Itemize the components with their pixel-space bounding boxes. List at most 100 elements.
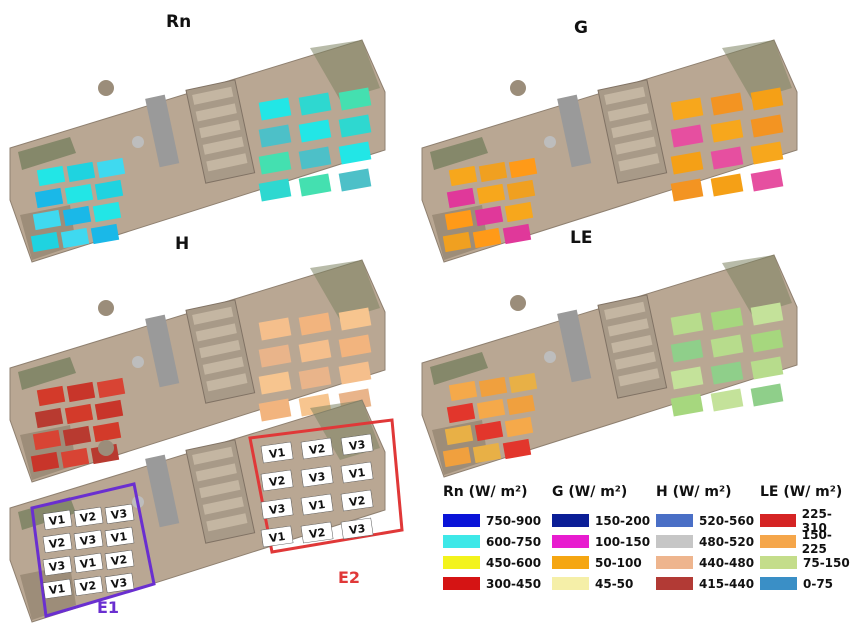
plot-e2 — [300, 437, 334, 460]
legend-swatch — [656, 577, 693, 590]
plot-label: V3 — [79, 533, 97, 548]
plot-label: V1 — [48, 513, 66, 528]
plot-e1 — [34, 407, 64, 429]
legend-swatch — [760, 556, 797, 569]
plot-e1 — [506, 394, 536, 416]
legend-range: 75-150 — [803, 555, 850, 570]
plot-e1 — [446, 402, 476, 424]
plot-e2 — [298, 312, 332, 336]
plot-e1 — [94, 399, 124, 421]
plot-e1 — [64, 403, 94, 425]
plot-e2 — [258, 344, 292, 368]
plot-e2 — [710, 119, 744, 143]
plot-e2 — [750, 383, 784, 407]
plot-e1 — [62, 205, 92, 227]
panel-title-le: LE — [570, 228, 593, 248]
plot-e2 — [710, 361, 744, 385]
plot-e2 — [710, 388, 744, 412]
plot-label: V2 — [79, 579, 97, 594]
legend-swatch — [552, 577, 589, 590]
plot-e2 — [670, 312, 704, 336]
legend-item: 225-310 — [760, 507, 855, 535]
plot-e1 — [64, 183, 94, 205]
plot-e1 — [60, 447, 90, 469]
plot-e2 — [338, 87, 372, 111]
legend-swatch — [656, 535, 693, 548]
plot-e1 — [96, 377, 126, 399]
plot-e2 — [750, 141, 784, 165]
legend-item: 600-750 — [443, 531, 541, 552]
legend-swatch — [760, 514, 796, 527]
plot-e1 — [42, 555, 73, 577]
plot-e1 — [472, 227, 502, 249]
plot-e1 — [472, 442, 502, 464]
plot-e1 — [104, 526, 135, 548]
plot-label: V2 — [79, 510, 97, 525]
plot-e1 — [442, 231, 472, 253]
plot-e2 — [338, 307, 372, 331]
legend-title: Rn (W/ m²) — [443, 484, 528, 500]
plot-e2 — [260, 469, 294, 492]
plot-e1 — [506, 179, 536, 201]
plot-e2 — [300, 465, 334, 488]
plot-e2 — [670, 178, 704, 202]
plot-e2 — [258, 317, 292, 341]
legend-swatch — [552, 556, 589, 569]
plot-e1 — [30, 231, 60, 253]
plot-e1 — [96, 157, 126, 179]
experiment-label-e1: E1 — [97, 598, 120, 617]
plot-label: V2 — [48, 536, 66, 551]
map-panel-rn — [9, 39, 386, 263]
plot-e1 — [36, 385, 66, 407]
legend-swatch — [443, 556, 480, 569]
legend-title: H (W/ m²) — [656, 484, 732, 500]
plot-e1 — [474, 420, 504, 442]
plot-e1 — [444, 209, 474, 231]
plot-label: V1 — [79, 556, 97, 571]
plot-e1 — [73, 575, 104, 597]
legend-swatch — [760, 577, 797, 590]
plot-e2 — [338, 168, 372, 192]
legend-title: LE (W/ m²) — [760, 484, 843, 500]
plot-e1 — [508, 372, 538, 394]
legend-swatch — [443, 514, 480, 527]
plot-e2 — [750, 302, 784, 326]
plot-e1 — [30, 451, 60, 473]
map-panel-h — [9, 259, 386, 483]
plot-e1 — [446, 187, 476, 209]
legend-swatch — [552, 535, 589, 548]
plot-e2 — [670, 97, 704, 121]
legend-swatch — [656, 556, 693, 569]
panel-title-h: H — [175, 234, 190, 254]
plot-label: V2 — [110, 553, 128, 568]
plot-e1 — [73, 552, 104, 574]
plot-e1 — [504, 416, 534, 438]
plot-e1 — [60, 227, 90, 249]
plot-e2 — [300, 493, 334, 516]
plot-e1 — [474, 205, 504, 227]
legend-item: 415-440 — [656, 573, 754, 594]
plot-e2 — [300, 521, 334, 544]
legend-item: 440-480 — [656, 552, 754, 573]
plot-e2 — [258, 398, 292, 422]
plot-e2 — [710, 173, 744, 197]
plot-label: V3 — [308, 470, 326, 485]
plot-e2 — [298, 339, 332, 363]
plot-e1 — [502, 438, 532, 460]
legend-range: 0-75 — [803, 576, 834, 591]
legend-swatch — [760, 535, 796, 548]
plot-e2 — [710, 92, 744, 116]
plot-e1 — [34, 187, 64, 209]
plot-e2 — [340, 433, 374, 456]
legend-item: 100-150 — [552, 531, 650, 552]
plot-e2 — [260, 441, 294, 464]
plot-e2 — [338, 114, 372, 138]
plot-e2 — [750, 168, 784, 192]
legend-range: 600-750 — [486, 534, 542, 549]
plot-e2 — [670, 339, 704, 363]
plot-e2 — [298, 366, 332, 390]
plot-e2 — [710, 307, 744, 331]
plot-e1 — [66, 381, 96, 403]
legend-range: 520-560 — [699, 513, 755, 528]
